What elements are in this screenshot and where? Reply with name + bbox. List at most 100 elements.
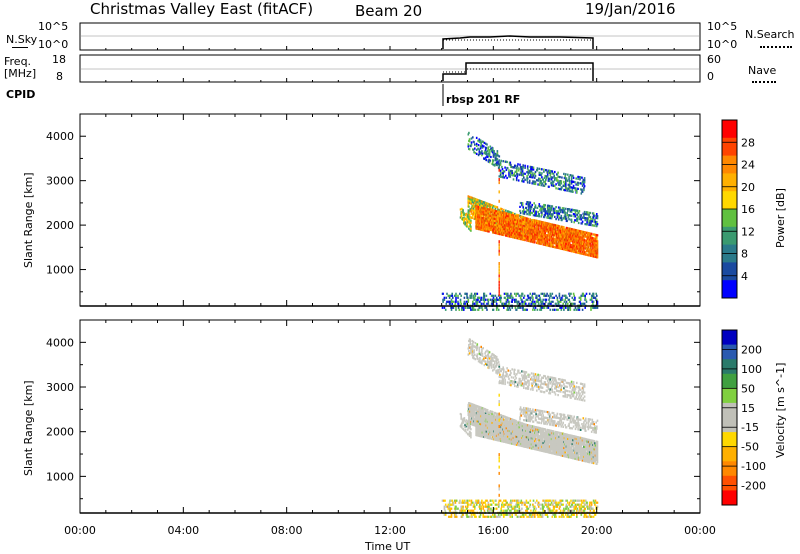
data-cell xyxy=(507,227,510,230)
data-cell xyxy=(484,225,487,228)
data-cell xyxy=(506,224,509,228)
data-cell xyxy=(460,417,462,420)
data-cell xyxy=(505,300,508,303)
data-cell xyxy=(596,236,598,239)
data-cell xyxy=(468,221,470,224)
data-cell xyxy=(592,237,594,240)
data-cell xyxy=(594,220,597,223)
data-cell xyxy=(534,223,536,226)
data-cell xyxy=(568,185,570,189)
data-cell xyxy=(561,219,563,222)
data-cell xyxy=(547,171,550,174)
data-cell xyxy=(588,223,590,226)
data-cell xyxy=(495,153,497,156)
data-cell xyxy=(557,206,560,209)
data-cell xyxy=(480,296,482,299)
data-cell xyxy=(511,221,513,225)
data-cell xyxy=(590,218,592,221)
data-cell xyxy=(461,211,463,214)
data-cell xyxy=(468,195,471,198)
data-cell xyxy=(534,300,536,303)
data-cell xyxy=(479,147,482,150)
data-cell xyxy=(490,150,493,153)
data-cell xyxy=(543,168,545,171)
data-cell xyxy=(506,232,509,236)
data-cell xyxy=(473,424,475,427)
data-cell xyxy=(471,411,473,414)
data-cell xyxy=(467,143,470,146)
data-cell xyxy=(468,434,471,437)
data-cell xyxy=(497,230,500,233)
data-cell xyxy=(547,294,550,297)
data-cell xyxy=(565,300,568,303)
data-cell xyxy=(462,209,464,212)
data-cell xyxy=(488,158,490,161)
data-cell xyxy=(470,421,473,424)
data-cell xyxy=(460,413,462,416)
data-cell xyxy=(571,250,574,253)
data-cell xyxy=(587,252,590,255)
data-cell xyxy=(587,238,590,241)
data-cell xyxy=(503,233,505,237)
spike-cell xyxy=(498,249,500,253)
data-cell xyxy=(533,208,535,211)
data-cell xyxy=(532,298,534,301)
data-cell xyxy=(577,183,579,186)
data-cell xyxy=(558,216,561,219)
data-cell xyxy=(467,298,470,301)
data-cell xyxy=(583,179,586,182)
data-cell xyxy=(564,213,566,216)
data-cell xyxy=(596,238,598,241)
data-cell xyxy=(505,168,508,171)
data-cell xyxy=(572,230,575,233)
data-cell xyxy=(496,162,499,165)
data-cell xyxy=(531,182,533,185)
y-tick-label: 4000 xyxy=(46,130,74,143)
data-cell xyxy=(529,224,532,227)
data-cell xyxy=(538,203,541,206)
data-cell xyxy=(525,229,527,232)
data-cell xyxy=(581,220,584,223)
data-cell xyxy=(592,292,595,295)
data-cell xyxy=(465,300,468,303)
data-cell xyxy=(559,176,561,179)
data-cell xyxy=(471,419,473,422)
data-cell xyxy=(474,296,476,299)
data-cell xyxy=(468,410,470,413)
data-cell xyxy=(583,181,586,184)
data-cell xyxy=(488,205,490,208)
data-cell xyxy=(574,211,577,214)
data-cell xyxy=(525,302,527,305)
data-cell xyxy=(523,176,525,179)
data-cell xyxy=(534,204,537,207)
data-cell xyxy=(555,206,557,209)
data-cell xyxy=(463,419,466,422)
data-cell xyxy=(476,200,479,203)
data-cell xyxy=(502,223,504,226)
data-cell xyxy=(529,228,532,231)
data-cell xyxy=(536,235,539,239)
data-cell xyxy=(481,216,483,219)
data-cell xyxy=(579,234,581,237)
data-cell xyxy=(587,239,589,243)
data-cell xyxy=(596,240,599,243)
data-cell xyxy=(499,161,502,164)
data-cell xyxy=(559,306,562,309)
data-cell xyxy=(541,209,543,212)
data-cell xyxy=(510,227,512,230)
data-cell xyxy=(539,173,541,176)
data-cell xyxy=(461,306,463,309)
data-cell xyxy=(470,210,473,213)
data-cell xyxy=(542,178,544,181)
data-cell xyxy=(539,228,542,231)
data-cell xyxy=(562,230,564,233)
data-cell xyxy=(568,300,571,303)
data-cell xyxy=(548,228,550,231)
data-cell xyxy=(442,292,444,295)
data-cell xyxy=(488,207,491,210)
data-cell xyxy=(546,240,549,243)
data-cell xyxy=(549,172,552,175)
data-cell xyxy=(464,218,467,221)
data-cell xyxy=(455,308,457,311)
data-cell xyxy=(590,298,593,301)
